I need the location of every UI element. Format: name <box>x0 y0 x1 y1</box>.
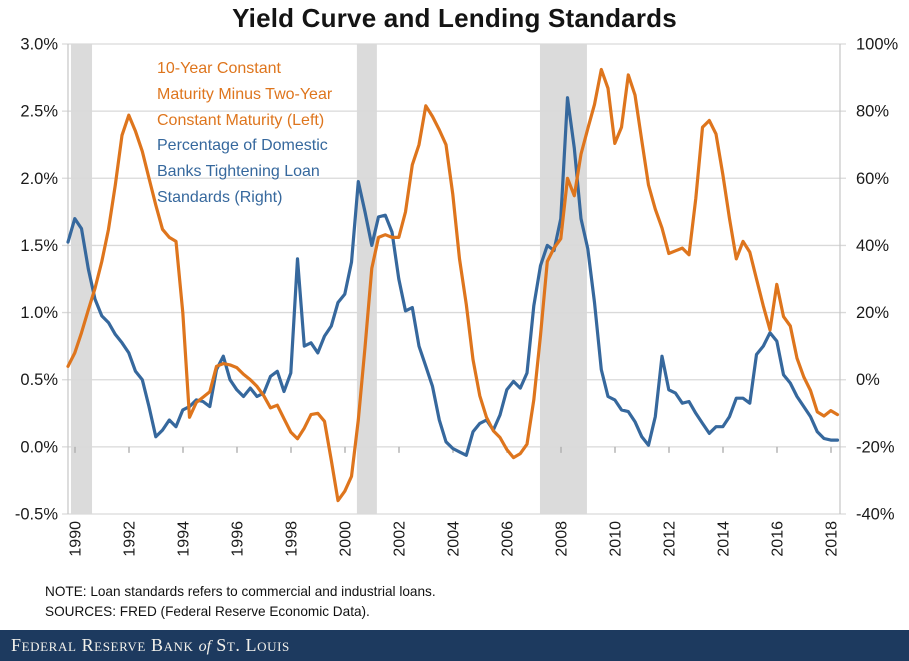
x-axis-tick-label: 1996 <box>230 521 247 557</box>
chart-notes: NOTE: Loan standards refers to commercia… <box>45 582 436 623</box>
chart-canvas: 3.0% 2.5% 2.0% 1.5% 1.0% 0.5% 0.0% -0.5% 100% 80%… <box>15 36 899 557</box>
x-axis-tick-label: 2008 <box>554 521 571 557</box>
right-axis-tick-label: -40% <box>856 506 895 524</box>
x-axis-tick-label: 2016 <box>770 521 787 557</box>
footer-of-word: of <box>198 638 212 655</box>
x-axis-tick-label: 2014 <box>716 521 733 557</box>
right-axis-tick-label: 100% <box>856 36 899 54</box>
right-axis-tick-label: -20% <box>856 438 895 456</box>
tightening-series-line <box>66 96 840 457</box>
recession-band <box>70 44 93 514</box>
x-axis-tick-label: 2000 <box>338 521 355 557</box>
left-axis-tick-label: 3.0% <box>20 36 58 54</box>
x-axis-tick-label: 1992 <box>122 521 139 557</box>
right-axis-tick-label: 80% <box>856 103 889 121</box>
x-axis-tick-label: 2004 <box>446 521 463 557</box>
x-axis-tick-label: 2010 <box>608 521 625 557</box>
footer-bank-name: Federal Reserve Bank <box>11 635 194 655</box>
x-axis-tick-label: 1990 <box>68 521 85 557</box>
x-axis-tick-label: 2012 <box>662 521 679 557</box>
right-axis-tick-label: 40% <box>856 237 889 255</box>
left-axis-tick-label: 2.0% <box>20 170 58 188</box>
left-axis-tick-label: 2.5% <box>20 103 58 121</box>
footer-city-name: St. Louis <box>216 635 290 655</box>
left-axis-tick-label: 0.0% <box>20 438 58 456</box>
x-axis-tick-label: 1994 <box>176 521 193 557</box>
x-axis-tick-label: 2006 <box>500 521 517 557</box>
x-axis-tick-label: 2002 <box>392 521 409 557</box>
x-axis-tick-label: 1998 <box>284 521 301 557</box>
right-axis-tick-label: 20% <box>856 304 889 322</box>
spread-series-line <box>66 67 840 503</box>
footer-bar: Federal Reserve Bank of St. Louis <box>0 630 909 661</box>
sources-line: SOURCES: FRED (Federal Reserve Economic … <box>45 604 370 620</box>
x-axis-tick-label: 2018 <box>824 521 841 557</box>
recession-band <box>356 44 377 514</box>
recession-band <box>539 44 587 514</box>
right-axis-tick-label: 0% <box>856 371 880 389</box>
chart-title: Yield Curve and Lending Standards <box>232 3 677 33</box>
left-axis-tick-label: 1.5% <box>20 237 58 255</box>
note-line: NOTE: Loan standards refers to commercia… <box>45 584 436 599</box>
left-axis-tick-label: 0.5% <box>20 371 58 389</box>
left-axis-tick-label: -0.5% <box>15 506 58 524</box>
right-axis-tick-label: 60% <box>856 170 889 188</box>
left-axis-tick-label: 1.0% <box>20 304 58 322</box>
